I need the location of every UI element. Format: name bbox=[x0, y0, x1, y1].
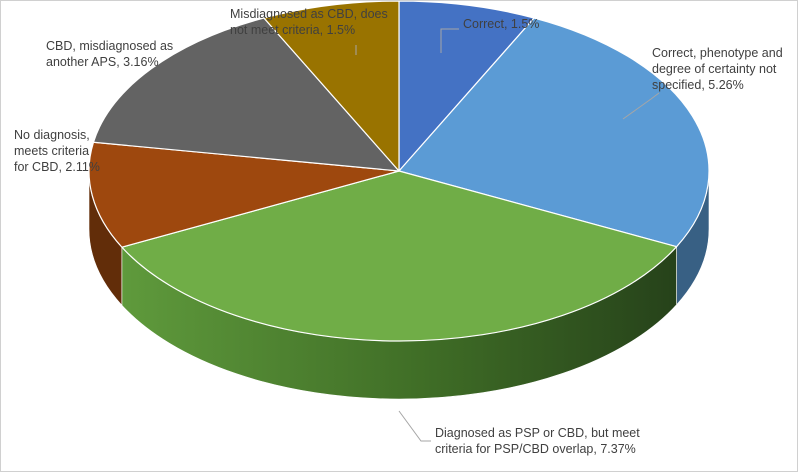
data-labels: Correct, 1.5% Correct, phenotype and degre… bbox=[14, 7, 783, 456]
pie-slice-2 bbox=[121, 170, 678, 342]
data-label-2: Diagnosed as PSP or CBD, but meet criteri… bbox=[435, 426, 640, 456]
pie-slice-4 bbox=[92, 17, 400, 172]
pie-tops bbox=[88, 1, 710, 342]
data-label-0: Correct, 1.5% bbox=[463, 17, 539, 31]
data-label-5: Misdiagnosed as CBD, does not meet criter… bbox=[230, 7, 388, 37]
data-label-1: Correct, phenotype and degree of certaint… bbox=[652, 46, 783, 92]
data-label-4: CBD, misdiagnosed as another APS, 3.16% bbox=[46, 39, 173, 69]
leader-line-0 bbox=[440, 28, 459, 53]
pie-slice-5 bbox=[263, 1, 400, 172]
leader-lines bbox=[355, 28, 660, 442]
data-label-3: No diagnosis, meets criteria for CBD, 2.11… bbox=[14, 128, 100, 174]
pie-slice-0 bbox=[398, 1, 535, 172]
pie-slice-1 bbox=[398, 17, 710, 248]
leader-line-2 bbox=[398, 410, 431, 442]
pie-slice-3 bbox=[88, 141, 400, 248]
leader-line-1 bbox=[622, 92, 660, 120]
